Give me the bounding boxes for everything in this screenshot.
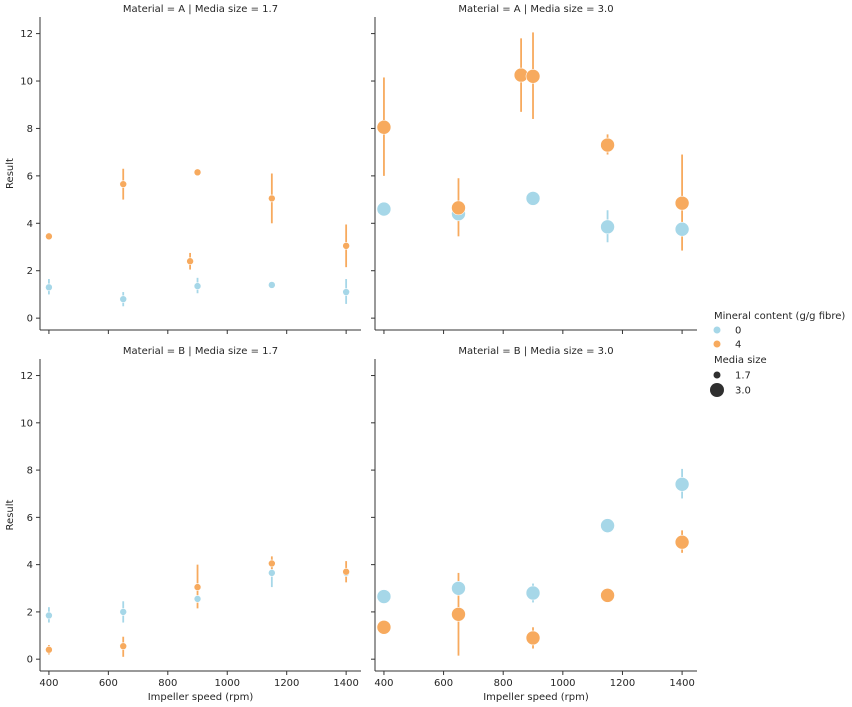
y-tick-label: 8 xyxy=(27,466,33,477)
legend-size-marker-1.7 xyxy=(713,371,721,379)
y-tick-label: 10 xyxy=(20,418,33,429)
panel-2: Material = A | Media size = 3.0 xyxy=(371,4,697,334)
data-point-4 xyxy=(525,630,541,646)
data-point-0 xyxy=(674,221,690,237)
data-point-0 xyxy=(600,219,615,235)
x-tick-label: 1400 xyxy=(669,678,694,689)
data-point-4 xyxy=(45,645,53,654)
data-point-0 xyxy=(342,288,350,296)
data-point-4 xyxy=(342,567,350,576)
y-tick-label: 2 xyxy=(27,266,33,277)
y-tick-label: 6 xyxy=(27,513,33,524)
data-point-4 xyxy=(193,168,202,177)
y-tick-label: 2 xyxy=(27,607,33,618)
y-tick-label: 0 xyxy=(27,655,33,666)
y-tick-label: 0 xyxy=(27,314,33,325)
y-tick-label: 10 xyxy=(20,77,33,88)
legend-marker-4 xyxy=(713,340,721,348)
x-tick-label: 1400 xyxy=(333,678,358,689)
data-point-4 xyxy=(45,232,53,241)
data-point-0 xyxy=(376,589,392,604)
data-point-0 xyxy=(268,281,276,289)
x-tick-label: 600 xyxy=(99,678,118,689)
data-point-4 xyxy=(193,583,202,591)
data-point-4 xyxy=(342,242,350,250)
y-axis-label: Result xyxy=(5,158,16,189)
legend-marker-0 xyxy=(713,326,721,334)
x-tick-label: 400 xyxy=(39,678,58,689)
x-tick-label: 1000 xyxy=(550,678,575,689)
data-point-4 xyxy=(119,180,128,188)
panel-3: Material = B | Media size = 1.7 0 2 4 6 8 10 12… xyxy=(5,346,361,703)
data-point-0 xyxy=(674,476,690,492)
data-point-0 xyxy=(600,518,615,533)
panel-1: Material = A | Media size = 1.7 0 2 4 6 8 10 12… xyxy=(5,4,361,334)
y-tick-label: 12 xyxy=(20,29,33,40)
data-point-0 xyxy=(376,201,392,217)
y-tick-label: 6 xyxy=(27,171,33,182)
y-axis-label: Result xyxy=(5,499,16,530)
data-point-4 xyxy=(376,619,392,635)
data-point-4 xyxy=(600,137,615,153)
y-tick-label: 12 xyxy=(20,371,33,382)
data-point-4 xyxy=(268,194,276,203)
panel-title: Material = A | Media size = 1.7 xyxy=(123,4,278,15)
data-point-0 xyxy=(525,585,541,601)
x-tick-label: 800 xyxy=(494,678,513,689)
data-point-0 xyxy=(45,283,53,292)
legend-label-0: 0 xyxy=(735,326,741,337)
data-point-0 xyxy=(193,595,202,603)
legend-size-label-3.0: 3.0 xyxy=(735,386,751,397)
data-point-4 xyxy=(186,257,194,266)
data-point-4 xyxy=(268,559,276,568)
data-point-0 xyxy=(451,580,466,596)
panel-4: Material = B | Media size = 3.0 400 600 800… xyxy=(371,346,697,703)
x-tick-label: 1200 xyxy=(610,678,635,689)
data-point-0 xyxy=(525,191,541,206)
data-point-0 xyxy=(268,569,276,577)
x-tick-label: 1200 xyxy=(274,678,299,689)
data-point-4 xyxy=(674,195,690,211)
x-tick-label: 1000 xyxy=(215,678,240,689)
y-tick-label: 4 xyxy=(27,219,33,230)
data-point-4 xyxy=(119,642,128,650)
y-tick-label: 8 xyxy=(27,124,33,135)
data-point-4 xyxy=(674,534,690,550)
data-point-0 xyxy=(45,611,53,620)
data-point-4 xyxy=(525,68,541,84)
data-point-0 xyxy=(193,282,202,290)
x-tick-label: 800 xyxy=(158,678,177,689)
legend-label-4: 4 xyxy=(735,340,741,351)
data-point-4 xyxy=(451,606,466,622)
x-axis-label: Impeller speed (rpm) xyxy=(483,692,589,703)
legend-size-title: Media size xyxy=(714,355,767,366)
data-point-0 xyxy=(119,295,128,303)
data-point-4 xyxy=(451,200,466,216)
x-axis-label: Impeller speed (rpm) xyxy=(148,692,254,703)
legend-size-marker-3.0 xyxy=(710,383,724,397)
legend-hue-title: Mineral content (g/g fibre) xyxy=(714,311,845,322)
x-tick-label: 600 xyxy=(434,678,453,689)
panel-title: Material = B | Media size = 3.0 xyxy=(458,346,613,357)
y-tick-label: 4 xyxy=(27,560,33,571)
data-point-4 xyxy=(600,588,615,603)
legend: Mineral content (g/g fibre) 0 4 Media size 1… xyxy=(710,311,845,397)
panel-title: Material = B | Media size = 1.7 xyxy=(123,346,278,357)
legend-size-label-1.7: 1.7 xyxy=(735,371,751,382)
data-point-0 xyxy=(119,608,128,616)
data-point-4 xyxy=(376,119,392,135)
panel-title: Material = A | Media size = 3.0 xyxy=(458,4,613,15)
x-tick-label: 400 xyxy=(374,678,393,689)
